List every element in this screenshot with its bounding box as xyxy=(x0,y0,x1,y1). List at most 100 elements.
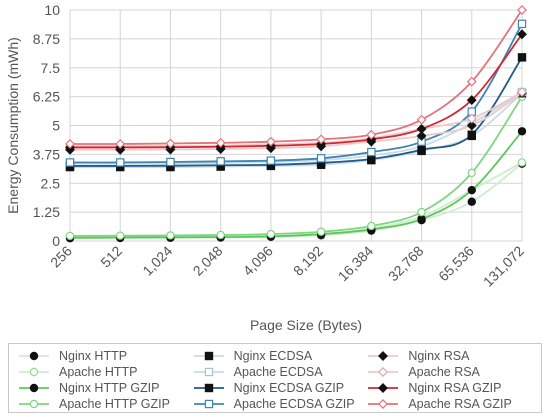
legend-marker xyxy=(29,367,39,377)
data-point xyxy=(467,197,476,206)
data-point xyxy=(517,19,527,29)
legend-label: Apache HTTP GZIP xyxy=(59,397,170,411)
series-line xyxy=(69,96,523,237)
data-point xyxy=(116,158,125,167)
y-tick-label: 10 xyxy=(44,2,60,18)
data-point xyxy=(215,137,226,148)
data-point xyxy=(417,145,426,154)
legend-item: Nginx ECDSA GZIP xyxy=(192,380,367,396)
data-point xyxy=(417,214,426,224)
data-point xyxy=(467,185,476,195)
data-point xyxy=(466,76,477,87)
series-apache-ecdsa xyxy=(65,87,527,168)
legend-item: Nginx HTTP GZIP xyxy=(17,380,192,396)
series-line xyxy=(69,92,523,151)
data-point xyxy=(416,130,427,141)
data-point xyxy=(216,230,225,240)
legend-marker xyxy=(378,399,389,409)
series-apache-http xyxy=(65,158,527,242)
data-point xyxy=(517,87,527,97)
legend-item: Apache HTTP xyxy=(17,364,192,380)
series-line xyxy=(69,9,523,145)
x-tick-label: 4,096 xyxy=(240,242,276,278)
data-point xyxy=(65,158,75,167)
legend-marker xyxy=(204,351,213,361)
x-tick-label: 1,024 xyxy=(139,242,175,278)
x-axis-title: Page Size (Bytes) xyxy=(250,317,362,333)
x-tick-label: 2,048 xyxy=(190,242,226,278)
y-tick-label: 7.5 xyxy=(41,60,61,76)
legend-item: Nginx RSA GZIP xyxy=(366,380,541,396)
legend-swatch xyxy=(19,399,49,409)
series-line xyxy=(69,161,523,239)
data-point xyxy=(466,120,477,131)
legend-swatch xyxy=(193,351,224,361)
y-tick-label: 1.25 xyxy=(33,204,60,220)
legend-item: Nginx RSA xyxy=(366,348,541,364)
legend-marker xyxy=(29,351,39,361)
y-tick-label: 0 xyxy=(52,233,60,249)
series-apache-http-gzip xyxy=(65,92,527,241)
legend-item: Apache HTTP GZIP xyxy=(17,396,192,412)
data-point xyxy=(115,139,126,149)
legend-marker xyxy=(204,367,213,377)
legend-item: Apache ECDSA GZIP xyxy=(192,396,367,412)
data-point xyxy=(65,139,75,149)
data-point xyxy=(316,227,326,236)
legend-item: Nginx HTTP xyxy=(17,348,192,364)
y-tick-label: 6.25 xyxy=(33,89,60,105)
legend-label: Nginx ECDSA xyxy=(233,349,313,363)
data-point xyxy=(417,207,426,217)
series-apache-rsa-gzip xyxy=(65,5,527,149)
legend-item: Apache RSA GZIP xyxy=(366,396,541,412)
legend-marker xyxy=(378,367,389,377)
legend-marker xyxy=(29,383,39,393)
data-point xyxy=(517,158,527,167)
data-point xyxy=(416,114,427,125)
legend-item: Nginx ECDSA xyxy=(192,348,367,364)
legend-swatch xyxy=(368,367,399,377)
data-point xyxy=(517,53,527,62)
series-line xyxy=(69,91,523,148)
legend-swatch xyxy=(368,383,399,393)
series-line xyxy=(69,56,523,167)
legend-label: Apache RSA xyxy=(408,365,480,379)
data-point xyxy=(517,29,527,40)
legend-swatch xyxy=(368,351,399,361)
data-point xyxy=(316,154,326,163)
data-point xyxy=(367,221,376,231)
data-point xyxy=(416,124,427,134)
y-axis-title: Energy Consumption (mWh) xyxy=(5,37,21,214)
data-point xyxy=(517,5,527,15)
legend-marker xyxy=(378,383,389,393)
legend-swatch xyxy=(19,367,49,377)
legend-swatch xyxy=(193,383,224,393)
data-point xyxy=(316,134,327,145)
legend-swatch xyxy=(193,399,224,409)
legend-marker xyxy=(204,399,213,409)
data-point xyxy=(265,136,276,147)
legend-marker xyxy=(29,399,39,409)
x-tick-label: 65,536 xyxy=(435,242,477,284)
legend-label: Apache HTTP xyxy=(59,365,138,379)
data-point xyxy=(116,231,125,240)
legend-item: Apache ECDSA xyxy=(192,364,367,380)
data-point xyxy=(466,113,477,124)
data-point xyxy=(466,95,477,106)
y-tick-label: 2.5 xyxy=(41,175,61,191)
data-point xyxy=(166,231,175,240)
legend-label: Nginx RSA GZIP xyxy=(408,381,502,395)
series-line xyxy=(69,130,523,239)
data-point xyxy=(266,156,276,165)
data-point xyxy=(266,229,276,239)
legend-label: Apache ECDSA xyxy=(233,365,323,379)
data-point xyxy=(165,138,176,149)
data-point xyxy=(367,154,376,164)
x-tick-label: 16,384 xyxy=(335,242,377,284)
data-point xyxy=(467,130,476,139)
x-tick-label: 131,072 xyxy=(480,242,527,289)
data-point xyxy=(517,127,527,136)
legend-swatch xyxy=(193,367,224,377)
